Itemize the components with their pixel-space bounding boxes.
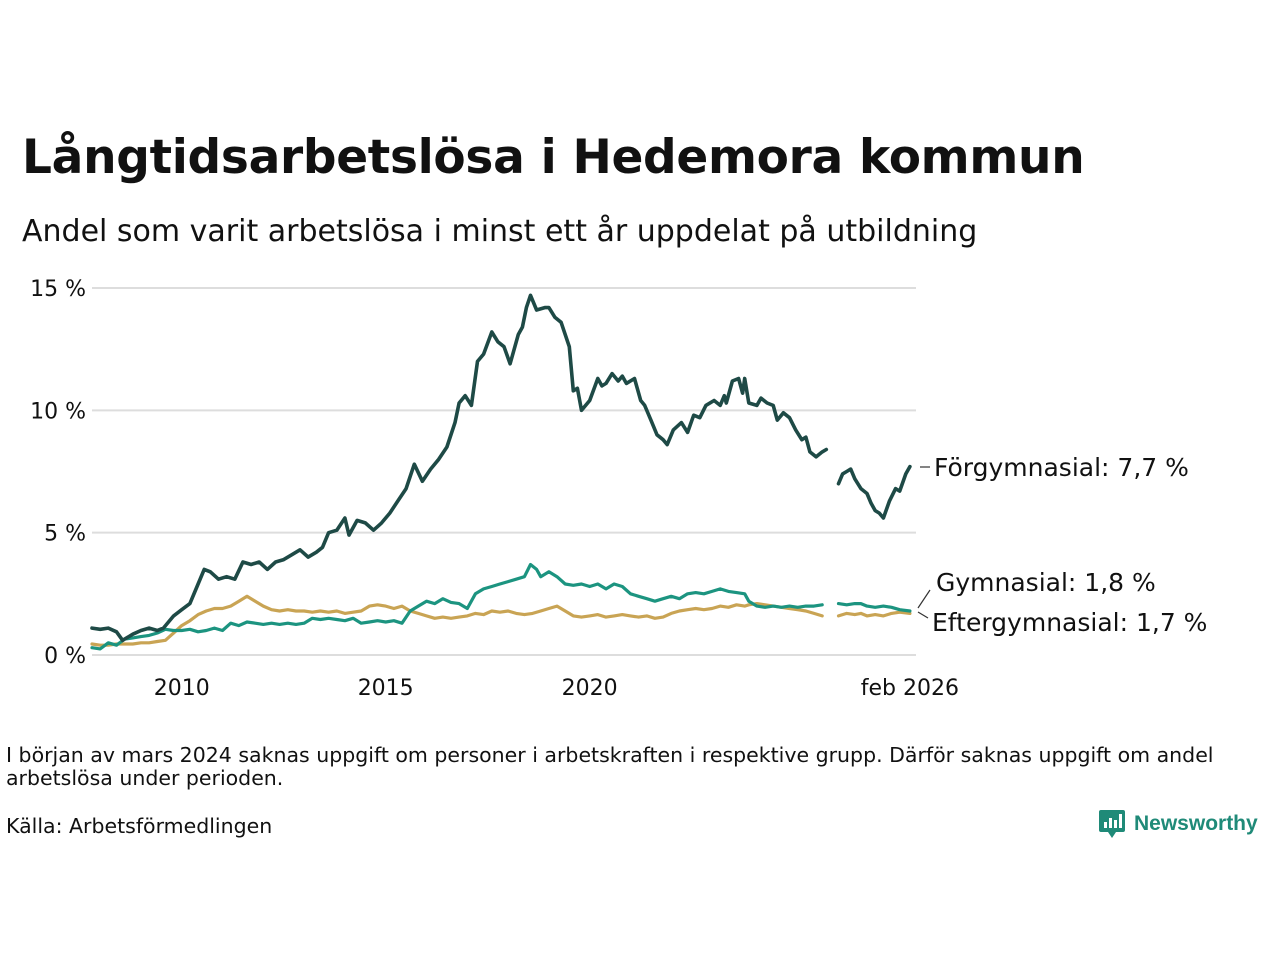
series-line-förgymnasial [836,464,912,520]
series-line-förgymnasial [90,293,829,643]
bar-chart-logo-icon [1099,810,1125,838]
x-tick-label: feb 2026 [861,676,959,701]
source-credit: Källa: Arbetsförmedlingen [6,814,273,838]
series-end-label-eftergymnasial: Eftergymnasial: 1,7 % [932,608,1207,637]
grid-lines [92,287,916,656]
brand-name: Newsworthy [1134,812,1258,835]
label-leader-line [917,611,929,619]
footnote: I början av mars 2024 saknas uppgift om … [6,743,1214,790]
series-line-eftergymnasial [836,610,912,618]
series-line-gymnasial [836,602,912,613]
x-tick-label: 2010 [154,676,210,701]
newsworthy-logo: Newsworthy [1098,808,1258,840]
y-tick-label: 0 % [44,644,86,669]
y-tick-label: 15 % [30,277,86,302]
x-tick-label: 2015 [358,676,414,701]
label-leader-line [917,589,931,609]
line-chart: 0 % 5 % 10 % 15 % 2010 2015 2020 feb 2026 Förgy… [30,277,1207,701]
axis-labels: 0 % 5 % 10 % 15 % 2010 2015 2020 feb 2026 [30,277,959,701]
series-line-gymnasial [90,562,824,651]
series-lines [90,293,912,651]
series-end-label-gymnasial: Gymnasial: 1,8 % [936,568,1156,597]
x-tick-label: 2020 [562,676,618,701]
chart-title: Långtidsarbetslösa i Hedemora kommun [22,130,1085,185]
series-end-label-förgymnasial: Förgymnasial: 7,7 % [934,453,1189,482]
series-line-eftergymnasial [90,594,824,647]
y-tick-label: 5 % [44,522,86,547]
series-end-labels: Förgymnasial: 7,7 % Gymnasial: 1,8 % Efter… [917,453,1207,637]
y-tick-label: 10 % [30,399,86,424]
chart-subtitle: Andel som varit arbetslösa i minst ett å… [22,214,978,249]
